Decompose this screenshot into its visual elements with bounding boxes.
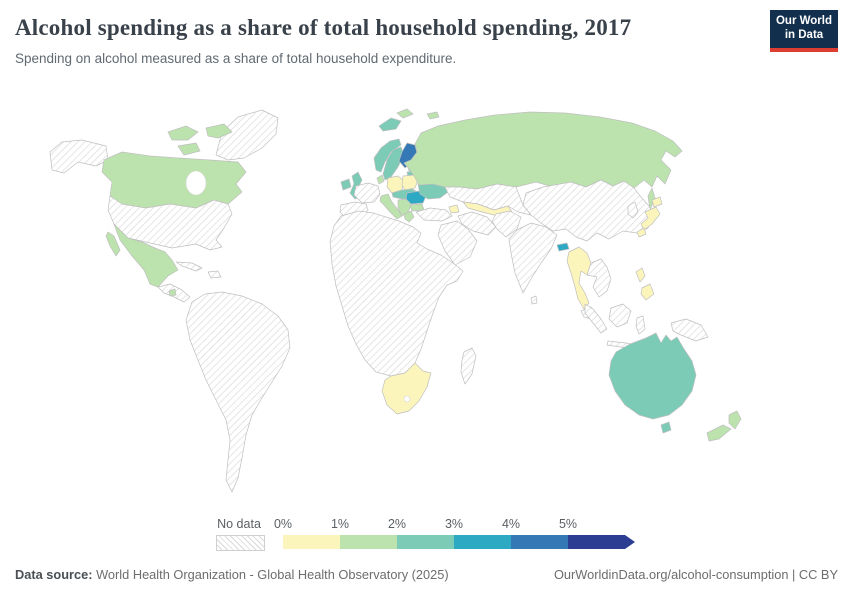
country-mexico[interactable] bbox=[113, 223, 179, 288]
country-iran[interactable] bbox=[457, 211, 497, 236]
country-sumatra[interactable] bbox=[584, 303, 608, 334]
owid-logo-line2: in Data bbox=[784, 29, 824, 41]
country-norway[interactable] bbox=[373, 138, 402, 173]
legend-bin-3-4[interactable] bbox=[454, 535, 511, 549]
lesotho-enclave bbox=[403, 395, 411, 403]
country-new-zealand-north[interactable] bbox=[728, 410, 742, 430]
owid-link[interactable]: OurWorldinData.org/alcohol-consumption |… bbox=[553, 567, 838, 582]
country-japan-hokkaido[interactable] bbox=[651, 196, 663, 208]
country-hispaniola[interactable] bbox=[207, 270, 222, 279]
country-australia[interactable] bbox=[608, 332, 697, 420]
legend-tick-3: 3% bbox=[444, 517, 464, 531]
country-korea[interactable] bbox=[627, 201, 639, 219]
legend-tick-4: 4% bbox=[501, 517, 521, 531]
legend-bin-1-2[interactable] bbox=[340, 535, 397, 549]
country-philippines-north[interactable] bbox=[635, 267, 646, 283]
data-source-text: World Health Organization - Global Healt… bbox=[92, 567, 449, 582]
legend-tick-1: 1% bbox=[330, 517, 350, 531]
legend-tick-2: 2% bbox=[387, 517, 407, 531]
country-arabian-peninsula[interactable] bbox=[437, 220, 478, 266]
country-borneo[interactable] bbox=[608, 303, 632, 328]
hudson-bay bbox=[185, 170, 207, 196]
country-madagascar[interactable] bbox=[460, 347, 477, 385]
legend-bin-4-5[interactable] bbox=[511, 535, 568, 549]
country-denmark[interactable] bbox=[376, 174, 385, 185]
country-greenland[interactable] bbox=[215, 109, 279, 161]
country-new-zealand-south[interactable] bbox=[706, 424, 732, 442]
country-bulgaria[interactable] bbox=[409, 203, 425, 212]
owid-logo-line1: Our World bbox=[775, 15, 832, 28]
country-philippines-south[interactable] bbox=[640, 283, 655, 301]
country-russia[interactable] bbox=[403, 111, 683, 190]
country-svalbard-west[interactable] bbox=[396, 108, 414, 119]
data-source-label: Data source: bbox=[15, 567, 93, 582]
country-sulawesi[interactable] bbox=[635, 315, 646, 335]
country-afghanistan-pakistan[interactable] bbox=[491, 210, 522, 238]
owid-logo: Our World in Data bbox=[770, 10, 838, 52]
legend-color-bar bbox=[283, 535, 635, 551]
country-svalbard-east[interactable] bbox=[426, 111, 440, 120]
page-subtitle: Spending on alcohol measured as a share … bbox=[15, 51, 457, 66]
legend-no-data-label: No data bbox=[217, 517, 261, 531]
page-title: Alcohol spending as a share of total hou… bbox=[15, 15, 632, 40]
country-myanmar-thailand[interactable] bbox=[566, 246, 592, 310]
country-canada-arctic-2[interactable] bbox=[205, 123, 233, 139]
country-tasmania[interactable] bbox=[660, 421, 672, 434]
country-iceland[interactable] bbox=[378, 117, 402, 132]
country-canada-arctic-3[interactable] bbox=[177, 142, 201, 156]
country-sri-lanka[interactable] bbox=[530, 295, 538, 305]
country-costa-rica[interactable] bbox=[168, 288, 177, 297]
country-japan-honshu[interactable] bbox=[640, 206, 661, 231]
legend-no-data-swatch[interactable] bbox=[216, 535, 265, 551]
legend-bin-5-plus[interactable] bbox=[568, 535, 635, 549]
country-bhutan[interactable] bbox=[556, 242, 570, 252]
country-south-africa[interactable] bbox=[381, 362, 432, 415]
legend-bin-0-1[interactable] bbox=[283, 535, 340, 549]
country-turkey[interactable] bbox=[415, 207, 453, 222]
country-canada-arctic-1[interactable] bbox=[167, 125, 199, 141]
country-vietnam-laos-cambodia[interactable] bbox=[586, 258, 612, 298]
country-baja-california[interactable] bbox=[105, 231, 121, 257]
legend-tick-0: 0% bbox=[273, 517, 293, 531]
country-greece[interactable] bbox=[403, 210, 415, 223]
legend-bin-2-3[interactable] bbox=[397, 535, 454, 549]
country-new-guinea[interactable] bbox=[670, 318, 709, 342]
country-alaska[interactable] bbox=[49, 139, 109, 174]
country-sakhalin[interactable] bbox=[647, 187, 656, 211]
country-japan-kyushu[interactable] bbox=[636, 227, 647, 238]
country-cuba[interactable] bbox=[175, 261, 203, 272]
country-ireland[interactable] bbox=[340, 178, 352, 191]
country-azerbaijan[interactable] bbox=[448, 204, 460, 214]
country-india[interactable] bbox=[508, 222, 558, 294]
country-south-america[interactable] bbox=[185, 291, 291, 493]
country-china-mongolia[interactable] bbox=[522, 179, 655, 242]
data-source-line: Data source: World Health Organization -… bbox=[15, 567, 449, 582]
country-africa[interactable] bbox=[329, 210, 464, 377]
country-france[interactable] bbox=[353, 182, 381, 204]
country-italy[interactable] bbox=[379, 193, 403, 220]
country-canada[interactable] bbox=[101, 151, 247, 209]
map-legend: No data 0% 1% 2% 3% 4% 5% bbox=[0, 514, 850, 554]
legend-tick-5: 5% bbox=[558, 517, 578, 531]
